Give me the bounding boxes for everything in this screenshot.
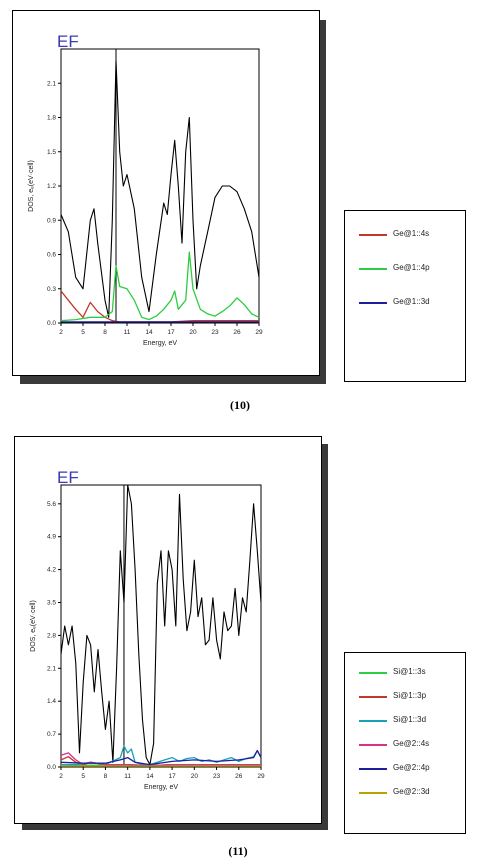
legend-label: Si@1::3p — [393, 691, 427, 700]
legend-entry: Ge@1::4p — [345, 261, 465, 277]
legend-entry: Ge@1::3d — [345, 295, 465, 311]
series-line-total-dos — [60, 484, 262, 766]
legend-entry: Ge@2::3d — [345, 785, 465, 801]
x-tick-label: 26 — [235, 773, 243, 780]
y-tick-label: 1.8 — [47, 115, 56, 122]
y-axis-label: DOS, eₑ(eV·cell) — [28, 160, 35, 212]
y-tick-label: 1.5 — [47, 149, 56, 156]
legend-swatch — [359, 268, 387, 270]
legend-swatch — [359, 234, 387, 236]
legend-label: Ge@2::4p — [393, 763, 430, 772]
x-tick-label: 5 — [81, 773, 85, 780]
y-tick-label: 0.3 — [47, 286, 56, 293]
y-tick-label: 0.0 — [47, 320, 56, 327]
x-tick-label: 29 — [257, 773, 265, 780]
x-tick-label: 2 — [59, 329, 63, 336]
x-tick-label: 8 — [104, 773, 108, 780]
figure-caption: (10) — [230, 398, 250, 412]
x-tick-label: 2 — [59, 773, 63, 780]
legend-swatch — [359, 302, 387, 304]
dos-chart-11: EF 2 5 8 11 14 17 20 23 26 29 0.0 0.7 1.4 2.1 2.8 3.5 4.2… — [30, 468, 265, 791]
x-axis-label: Energy, eV — [144, 784, 178, 791]
y-tick-label: 4.2 — [47, 567, 56, 574]
series-line-ge-1-4p — [60, 251, 260, 322]
figure-caption: (11) — [228, 844, 248, 858]
x-tick-label: 20 — [189, 329, 197, 336]
x-tick-label: 17 — [167, 329, 175, 336]
dos-chart-10: EF 2 5 8 11 14 17 20 23 26 29 0.0 0.3 0.6 0.9 1.2 1.5 1.8… — [28, 32, 263, 347]
y-tick-label: 0.7 — [47, 731, 56, 738]
x-tick-label: 17 — [168, 773, 176, 780]
chart-panel-10: EF 2 5 8 11 14 17 20 23 26 29 0.0 0.3 0.6 0.9 1.2 1.5 1.8… — [0, 0, 478, 420]
legend-label: Ge@2::3d — [393, 787, 430, 796]
plot-area — [60, 484, 262, 768]
series-line-ge-2-4p — [60, 749, 262, 766]
y-tick-label: 5.6 — [47, 501, 56, 508]
series-line-total-dos — [60, 59, 260, 318]
x-tick-label: 26 — [233, 329, 241, 336]
x-tick-label: 8 — [103, 329, 107, 336]
legend-swatch — [359, 720, 387, 722]
legend-swatch — [359, 696, 387, 698]
chart-frame: EF 2 5 8 11 14 17 20 23 26 29 0.0 0.3 0.6 0.9 1.2 1.5 1.8… — [12, 10, 320, 376]
y-tick-label: 2.1 — [47, 665, 56, 672]
legend-label: Si@1::3d — [393, 715, 427, 724]
y-tick-label: 3.5 — [47, 600, 56, 607]
series-line-ge-2-4s — [60, 752, 261, 767]
legend-entry: Ge@2::4p — [345, 761, 465, 777]
y-axis-label: DOS, eₑ(eV·cell) — [30, 600, 37, 652]
legend-swatch — [359, 672, 387, 674]
legend-swatch — [359, 792, 387, 794]
x-tick-label: 20 — [191, 773, 199, 780]
y-tick-label: 2.1 — [47, 80, 56, 87]
x-tick-label: 23 — [211, 329, 219, 336]
y-tick-label: 0.9 — [47, 217, 56, 224]
y-tick-label: 4.9 — [47, 534, 56, 541]
legend-entry: Si@1::3d — [345, 713, 465, 729]
x-tick-label: 29 — [255, 329, 263, 336]
legend-swatch — [359, 744, 387, 746]
legend-entry: Ge@2::4s — [345, 737, 465, 753]
chart-panel-11: EF 2 5 8 11 14 17 20 23 26 29 0.0 0.7 1.4 2.1 2.8 3.5 4.2… — [0, 430, 478, 865]
y-tick-label: 2.8 — [47, 632, 56, 639]
legend-label: Ge@1::3d — [393, 297, 430, 306]
x-tick-label: 11 — [124, 329, 131, 336]
legend-entry: Si@1::3p — [345, 689, 465, 705]
legend-entry: Ge@1::4s — [345, 227, 465, 243]
legend-label: Si@1::3s — [393, 667, 426, 676]
legend-label: Ge@1::4p — [393, 263, 430, 272]
x-tick-label: 14 — [145, 329, 153, 336]
legend-label: Ge@2::4s — [393, 739, 430, 748]
y-tick-label: 1.4 — [47, 698, 56, 705]
y-tick-label: 0.0 — [47, 764, 56, 771]
fermi-level-label: EF — [57, 32, 79, 51]
chart-frame: EF 2 5 8 11 14 17 20 23 26 29 0.0 0.7 1.4 2.1 2.8 3.5 4.2… — [14, 436, 322, 824]
y-tick-label: 0.6 — [47, 252, 56, 259]
legend-swatch — [359, 768, 387, 770]
x-tick-label: 14 — [146, 773, 154, 780]
x-tick-label: 23 — [213, 773, 221, 780]
legend-entry: Si@1::3s — [345, 665, 465, 681]
y-tick-label: 1.2 — [47, 183, 56, 190]
x-tick-label: 11 — [124, 773, 131, 780]
legend-label: Ge@1::4s — [393, 229, 430, 238]
fermi-level-label: EF — [57, 468, 79, 487]
x-tick-label: 5 — [81, 329, 85, 336]
x-axis-label: Energy, eV — [143, 340, 177, 347]
